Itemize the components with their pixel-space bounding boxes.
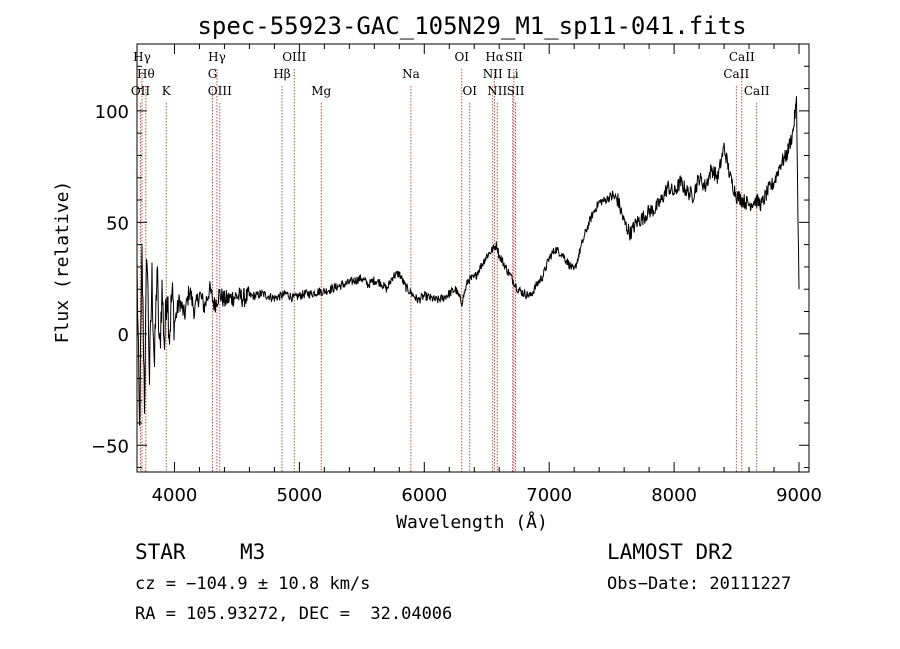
- axis-ticks-layer: 4000 5000 6000 7000 8000 9000 −50 0 50 100: [91, 44, 822, 506]
- line-label-2: OII: [131, 84, 151, 98]
- line-label-14: NII: [483, 67, 503, 81]
- line-label-13: Hα: [485, 50, 504, 64]
- object-subclass: M3: [240, 540, 266, 564]
- line-label-4: Hγ: [208, 50, 226, 64]
- plot-frame: [136, 43, 810, 473]
- line-label-1: Hθ: [137, 67, 155, 81]
- line-label-18: SII: [507, 84, 525, 98]
- y-tick-label-0: −50: [91, 436, 129, 457]
- x-tick-label-2: 6000: [401, 485, 447, 506]
- object-class: STAR: [135, 540, 186, 564]
- x-tick-label-4: 8000: [651, 485, 697, 506]
- line-label-11: OI: [454, 50, 469, 64]
- line-label-3: K: [162, 84, 172, 98]
- line-label-19: CaII: [729, 50, 755, 64]
- y-tick-label-3: 100: [95, 102, 129, 123]
- line-label-10: Na: [402, 67, 420, 81]
- line-label-0: Hγ: [133, 50, 151, 64]
- x-tick-label-1: 5000: [276, 485, 322, 506]
- line-label-15: NII: [487, 84, 507, 98]
- spectrum-line: [136, 96, 800, 426]
- coordinates: RA = 105.93272, DEC = 32.04006: [135, 604, 453, 624]
- observation-date: Obs−Date: 20111227: [607, 574, 792, 594]
- line-label-16: SII: [505, 50, 523, 64]
- line-label-20: CaII: [723, 67, 749, 81]
- line-label-5: G: [208, 67, 218, 81]
- y-tick-label-2: 50: [106, 213, 129, 234]
- survey-release: LAMOST DR2: [607, 540, 734, 564]
- x-tick-label-3: 7000: [526, 485, 572, 506]
- y-axis-label: Flux (relative): [52, 181, 73, 344]
- x-tick-label-0: 4000: [152, 485, 198, 506]
- line-label-7: OIII: [282, 50, 306, 64]
- chart-title: spec-55923-GAC_105N29_M1_sp11-041.fits: [197, 12, 746, 40]
- x-tick-label-5: 9000: [776, 485, 822, 506]
- line-label-17: Li: [507, 67, 519, 81]
- line-label-8: Hβ: [273, 67, 290, 81]
- line-label-12: OI: [462, 84, 477, 98]
- x-axis-label: Wavelength (Å): [396, 511, 548, 533]
- y-tick-label-1: 0: [118, 325, 129, 346]
- line-label-6: OIII: [208, 84, 232, 98]
- line-label-21: CaII: [744, 84, 770, 98]
- line-label-9: Mg: [311, 84, 331, 98]
- redshift-cz: cz = −104.9 ± 10.8 km/s: [135, 574, 371, 594]
